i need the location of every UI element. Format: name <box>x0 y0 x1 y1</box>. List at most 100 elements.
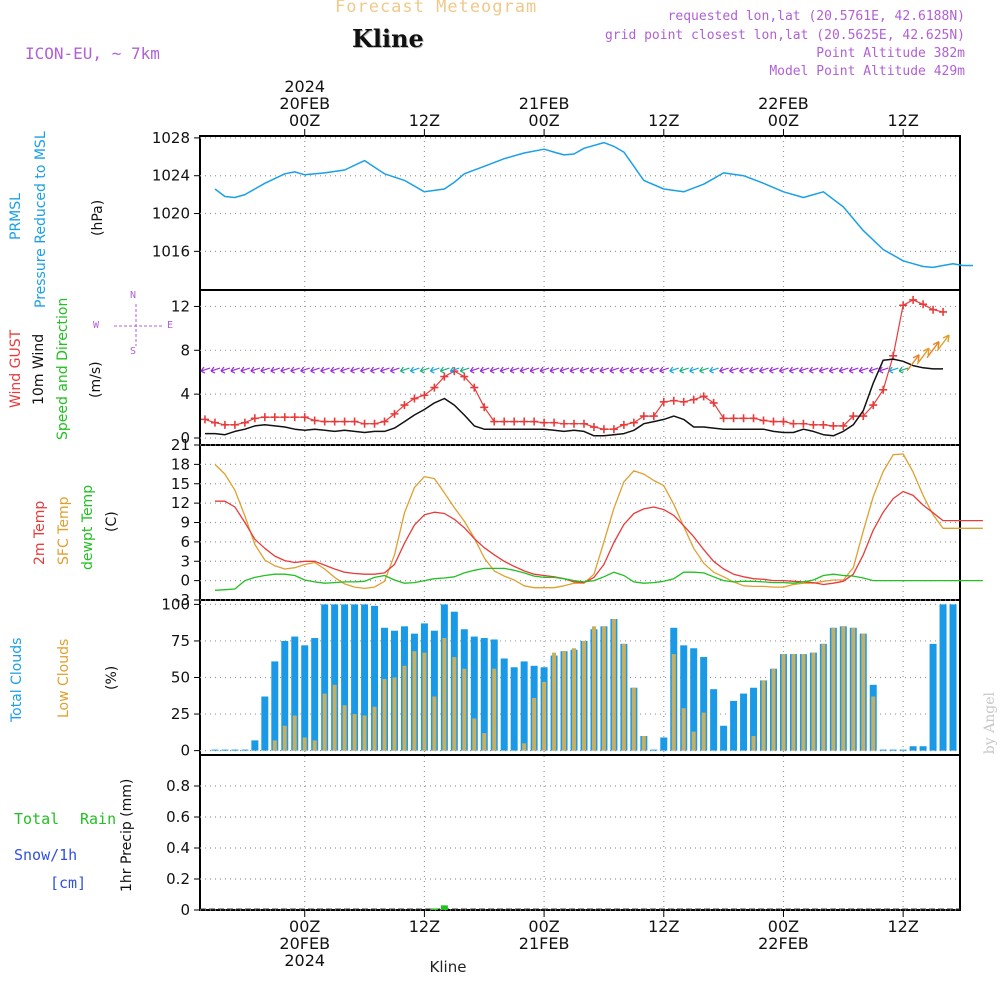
total-cloud-bar <box>710 689 718 751</box>
total-cloud-bar <box>291 636 299 751</box>
gust-marker <box>939 307 948 316</box>
wind-direction-arrow <box>798 366 809 374</box>
low-cloud-bar <box>452 657 457 751</box>
total-cloud-bar <box>690 648 698 751</box>
wind-direction-arrow <box>260 366 271 374</box>
time-label-bottom: 12Z <box>648 917 679 936</box>
wind-direction-arrow <box>390 366 400 374</box>
gust-marker <box>250 414 259 423</box>
year-label-bottom: 2024 <box>284 951 325 970</box>
value-tick-label: 0 <box>180 901 190 919</box>
low-cloud-bar <box>572 648 577 751</box>
low-cloud-bar <box>801 654 806 751</box>
low-cloud-bar <box>352 714 357 751</box>
wind-direction-arrow <box>310 366 320 374</box>
low-cloud-bar <box>362 715 367 751</box>
wind-direction-arrow <box>469 366 480 374</box>
wind-direction-arrow <box>489 366 500 374</box>
model-label: ICON-EU, ~ 7km <box>25 44 160 63</box>
low-cloud-bar <box>751 735 756 751</box>
low-cloud-bar <box>472 718 477 751</box>
total-cloud-bar <box>919 746 927 751</box>
low-cloud-bar <box>641 735 646 751</box>
value-tick-label: 21 <box>171 436 190 454</box>
total-cloud-bar <box>480 638 488 751</box>
value-tick-label: 0.6 <box>166 808 190 826</box>
wind-direction-arrow <box>429 366 440 374</box>
value-tick-label: 9 <box>180 514 190 532</box>
low-cloud-bar <box>851 627 856 751</box>
low-cloud-bar <box>382 678 387 751</box>
wind-direction-arrow <box>906 354 920 372</box>
gust-marker <box>430 383 439 392</box>
station-name: Kline <box>352 24 424 53</box>
gust-marker <box>929 305 938 314</box>
value-tick-label: 0 <box>180 572 190 590</box>
total-cloud-bar <box>241 749 249 751</box>
low-cloud-bar <box>532 697 537 751</box>
wind-direction-arrow <box>320 366 330 374</box>
value-tick-label: 4 <box>180 385 190 403</box>
time-label-bottom: 12Z <box>887 917 918 936</box>
gust-marker <box>849 412 858 421</box>
total-cloud-bar <box>520 661 528 751</box>
low-cloud-bar <box>621 643 626 751</box>
wind-direction-arrow <box>878 366 889 374</box>
wind-direction-arrow <box>936 334 950 352</box>
wind-direction-arrow <box>569 366 580 374</box>
time-label-top: 12Z <box>648 111 679 130</box>
compass-north: N <box>130 290 137 301</box>
low-cloud-bar <box>442 638 447 751</box>
wind-direction-arrow <box>250 366 261 374</box>
low-cloud-bar <box>781 654 786 751</box>
compass-west: W <box>93 320 100 331</box>
wind-direction-arrow <box>559 366 570 374</box>
total-cloud-bar <box>470 636 478 751</box>
low-cloud-bar <box>402 665 407 751</box>
wind-direction-arrow <box>230 366 241 374</box>
wind-direction-arrow <box>360 366 370 374</box>
gust-marker <box>779 417 788 426</box>
total-cloud-bar <box>720 725 728 751</box>
wind-direction-arrow <box>549 366 560 374</box>
gust-marker <box>240 418 249 427</box>
low-cloud-bar <box>542 681 547 751</box>
low-cloud-bar <box>302 737 307 751</box>
wind-direction-arrow <box>419 366 430 374</box>
gust-marker <box>799 419 808 428</box>
gust-line <box>204 299 944 430</box>
gust-marker <box>330 417 339 426</box>
wind-direction-arrow <box>679 366 689 374</box>
value-tick-label: 3 <box>180 552 190 570</box>
gust-marker <box>589 423 598 432</box>
wind-direction-arrow <box>220 366 231 374</box>
wind-direction-arrow <box>350 366 360 374</box>
gust-marker <box>769 417 778 426</box>
value-tick-label: 50 <box>171 669 190 687</box>
date-label-bottom: 22FEB <box>758 934 809 953</box>
gust-marker <box>619 420 628 429</box>
wind-direction-arrow <box>778 366 789 374</box>
low-cloud-bar <box>771 668 776 751</box>
wind-direction-arrow <box>858 366 869 374</box>
low-cloud-bar <box>821 643 826 751</box>
low-cloud-bar <box>412 651 417 751</box>
gust-marker <box>460 372 469 381</box>
low-cloud-bar <box>761 680 766 751</box>
gust-marker <box>579 419 588 428</box>
gust-marker <box>570 419 579 428</box>
wind-direction-arrow <box>579 366 590 374</box>
gust-marker <box>739 414 748 423</box>
total-cloud-bar <box>311 638 319 751</box>
value-tick-label: 1016 <box>152 242 190 260</box>
wind-direction-arrow <box>629 366 640 374</box>
gust-marker <box>400 401 409 410</box>
gust-marker <box>340 417 349 426</box>
gust-marker <box>320 417 329 426</box>
rain-bar <box>440 905 448 910</box>
total-cloud-bar <box>331 604 339 751</box>
gust-marker <box>839 421 848 430</box>
wind-direction-arrow <box>280 366 290 374</box>
wind-direction-arrow <box>210 366 221 374</box>
